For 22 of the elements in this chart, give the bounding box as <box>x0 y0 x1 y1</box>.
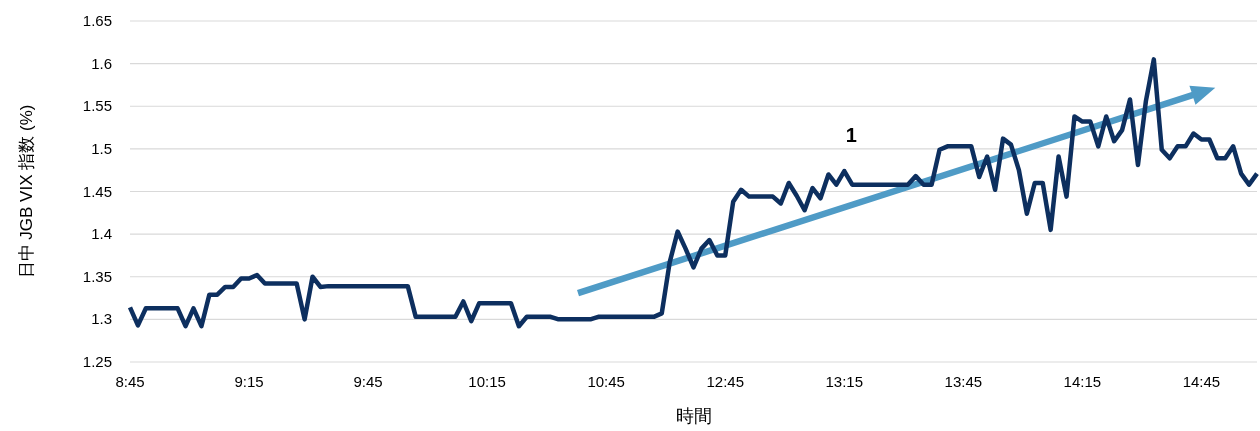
y-tick-label: 1.55 <box>82 97 112 115</box>
y-tick-label: 1.25 <box>82 353 112 370</box>
y-tick-label: 1.45 <box>82 182 112 200</box>
y-axis-title: 日中 JGB VIX 指数 (%) <box>17 104 36 279</box>
x-tick-label: 14:15 <box>1063 373 1102 390</box>
x-tick-label: 8:45 <box>115 373 145 390</box>
x-tick-label: 10:45 <box>587 373 625 390</box>
y-tick-label: 1.35 <box>82 267 112 285</box>
x-tick-label: 9:15 <box>234 373 264 390</box>
x-tick-label: 14:45 <box>1182 373 1221 390</box>
x-tick-label: 13:45 <box>944 373 983 390</box>
annotation: 1 <box>845 123 857 146</box>
y-tick-label: 1.6 <box>91 54 112 72</box>
y-tick-label: 1.65 <box>82 12 112 29</box>
x-tick-label: 13:15 <box>825 373 864 390</box>
x-tick-label: 10:15 <box>468 373 506 390</box>
x-tick-label: 12:45 <box>706 373 745 390</box>
x-axis-title: 時間 <box>675 406 712 426</box>
y-tick-label: 1.3 <box>91 310 112 328</box>
y-tick-label: 1.5 <box>91 139 112 157</box>
y-tick-label: 1.4 <box>91 225 112 243</box>
x-tick-label: 9:45 <box>353 373 383 390</box>
